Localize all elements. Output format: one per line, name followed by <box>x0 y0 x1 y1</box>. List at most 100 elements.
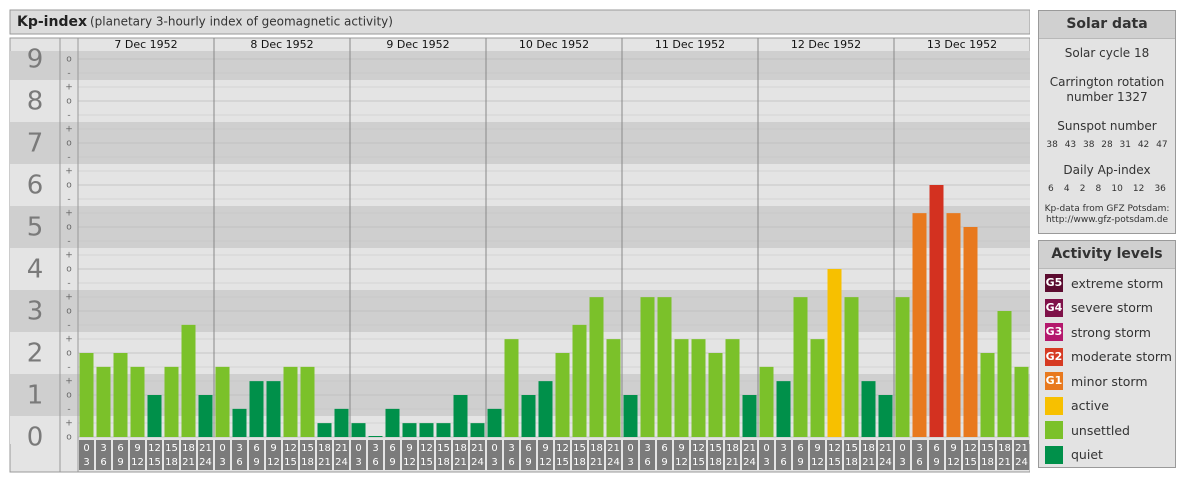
hour-label: 15 <box>301 443 314 454</box>
hour-cell <box>725 440 740 470</box>
hour-label: 3 <box>372 443 378 454</box>
hour-label: 0 <box>491 443 497 454</box>
hour-label: 18 <box>165 457 178 468</box>
level-swatch <box>1045 396 1063 415</box>
hour-label: 24 <box>607 457 620 468</box>
hour-cell <box>776 440 791 470</box>
hour-label: 0 <box>355 443 361 454</box>
sunspot-value: 43 <box>1064 140 1077 150</box>
hour-cell <box>1014 440 1029 470</box>
hour-cell <box>79 440 94 470</box>
level-label: unsettled <box>1071 422 1130 438</box>
level-item: quiet <box>1039 443 1175 468</box>
bar <box>776 381 791 437</box>
hour-cell <box>997 440 1012 470</box>
hour-label: 12 <box>148 443 161 454</box>
hour-label: 9 <box>814 443 820 454</box>
hour-label: 18 <box>182 443 195 454</box>
day-label: 8 Dec 1952 <box>250 38 313 51</box>
hour-label: 21 <box>862 457 875 468</box>
hour-label: 15 <box>981 443 994 454</box>
hour-label: 21 <box>607 443 620 454</box>
hour-label: 0 <box>899 443 905 454</box>
hour-label: 21 <box>726 457 739 468</box>
level-item: G5 extreme storm <box>1039 271 1175 296</box>
band <box>10 416 1030 444</box>
day-label: 13 Dec 1952 <box>927 38 997 51</box>
minor-label: + <box>65 335 73 345</box>
minor-label: + <box>65 377 73 387</box>
hour-cell <box>266 440 281 470</box>
minor-label: - <box>67 279 70 289</box>
hour-label: 24 <box>335 457 348 468</box>
hour-cell <box>640 440 655 470</box>
day-label: 11 Dec 1952 <box>655 38 725 51</box>
hour-label: 15 <box>692 457 705 468</box>
hour-label: 12 <box>964 443 977 454</box>
hour-label: 9 <box>950 443 956 454</box>
hour-cell <box>538 440 553 470</box>
hour-label: 3 <box>491 457 497 468</box>
minor-label: + <box>65 251 73 261</box>
level-label: extreme storm <box>1071 275 1164 291</box>
kp-chart: Kp-index (planetary 3-hourly index of ge… <box>9 9 1030 473</box>
hour-cell <box>215 440 230 470</box>
bar <box>725 339 740 437</box>
hour-cell <box>249 440 264 470</box>
hour-label: 3 <box>916 443 922 454</box>
sunspot-value: 42 <box>1137 140 1150 150</box>
hour-label: 3 <box>100 443 106 454</box>
bar <box>827 269 842 437</box>
minor-label: o <box>66 433 72 443</box>
hour-label: 24 <box>199 457 212 468</box>
sunspot-value: 31 <box>1119 140 1131 150</box>
hour-cell <box>419 440 434 470</box>
hour-cell <box>436 440 451 470</box>
minor-label: + <box>65 293 73 303</box>
minor-label: - <box>67 153 70 163</box>
bar <box>385 408 400 437</box>
ap-value: 10 <box>1111 184 1123 194</box>
level-item: G4 severe storm <box>1039 296 1175 321</box>
hour-label: 12 <box>947 457 960 468</box>
hour-cell <box>844 440 859 470</box>
ap-value: 2 <box>1079 184 1086 194</box>
bar <box>368 436 383 437</box>
hour-label: 24 <box>1015 457 1028 468</box>
hour-label: 12 <box>556 443 569 454</box>
hour-label: 24 <box>879 457 892 468</box>
hour-label: 24 <box>471 457 484 468</box>
hour-cell <box>555 440 570 470</box>
hour-label: 15 <box>573 443 586 454</box>
solar-cycle: Solar cycle 18 <box>1064 46 1150 60</box>
minor-label: o <box>66 391 72 401</box>
hour-cell <box>827 440 842 470</box>
hour-label: 3 <box>83 457 89 468</box>
bar <box>589 297 604 437</box>
level-label: severe storm <box>1071 300 1153 316</box>
bar <box>283 366 298 437</box>
ap-numbers: 6 4 2 8 10 12 36 <box>1039 184 1175 194</box>
bar <box>946 213 961 437</box>
hour-label: 3 <box>236 443 242 454</box>
level-label: quiet <box>1071 447 1103 463</box>
level-swatch: G2 <box>1045 347 1063 366</box>
hour-label: 6 <box>525 443 531 454</box>
hour-label: 9 <box>542 443 548 454</box>
sunspot-value: 28 <box>1101 140 1113 150</box>
hour-label: 18 <box>573 457 586 468</box>
hour-label: 9 <box>678 443 684 454</box>
hour-label: 18 <box>981 457 994 468</box>
bar <box>691 339 706 437</box>
y-tick-label: 2 <box>27 339 44 369</box>
hour-cell <box>929 440 944 470</box>
bar <box>742 395 757 437</box>
hour-label: 21 <box>879 443 892 454</box>
hour-cell <box>147 440 162 470</box>
bar <box>198 395 213 437</box>
hour-cell <box>300 440 315 470</box>
hour-label: 15 <box>165 443 178 454</box>
bar <box>555 353 570 437</box>
hour-label: 6 <box>508 457 514 468</box>
